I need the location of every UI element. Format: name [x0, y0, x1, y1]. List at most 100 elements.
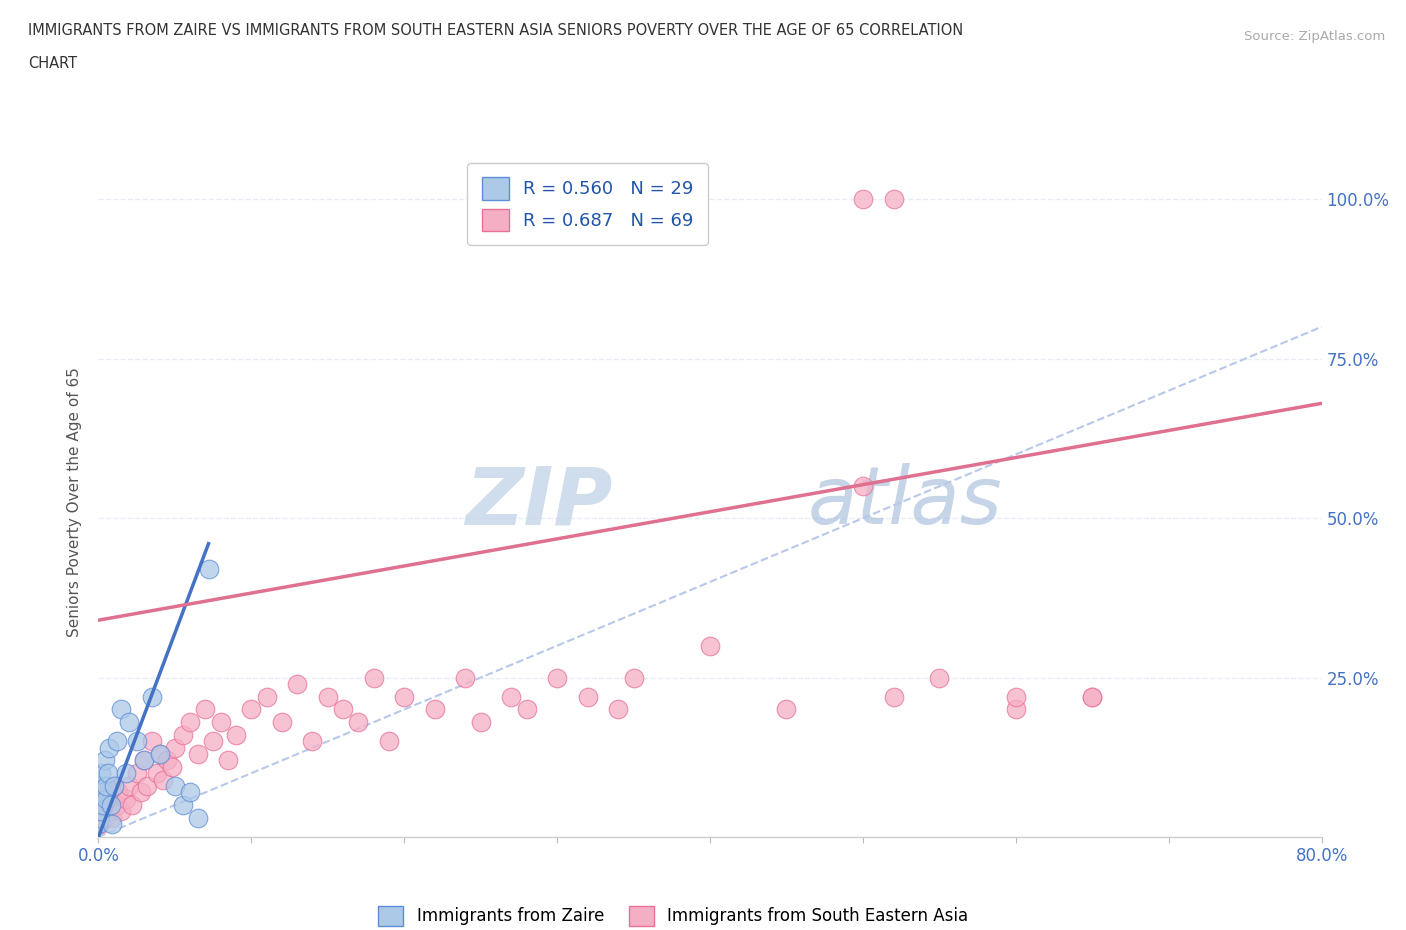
- Point: [202, 734, 225, 749]
- Point: [97, 798, 120, 813]
- Point: [87, 798, 110, 813]
- Point: [141, 689, 163, 704]
- Point: [91, 785, 114, 800]
- Point: [1004, 689, 1026, 704]
- Point: [332, 702, 354, 717]
- Point: [118, 715, 141, 730]
- Point: [110, 804, 132, 819]
- Point: [107, 785, 129, 800]
- Point: [145, 765, 167, 780]
- Point: [285, 676, 308, 691]
- Point: [125, 765, 148, 780]
- Point: [118, 778, 141, 793]
- Point: [699, 638, 721, 653]
- Point: [217, 753, 239, 768]
- Point: [125, 734, 148, 749]
- Point: [187, 747, 209, 762]
- Text: IMMIGRANTS FROM ZAIRE VS IMMIGRANTS FROM SOUTH EASTERN ASIA SENIORS POVERTY OVER: IMMIGRANTS FROM ZAIRE VS IMMIGRANTS FROM…: [28, 23, 963, 38]
- Point: [100, 791, 122, 806]
- Point: [576, 689, 599, 704]
- Point: [87, 778, 110, 793]
- Text: CHART: CHART: [28, 56, 77, 71]
- Point: [149, 747, 172, 762]
- Point: [136, 778, 159, 793]
- Point: [115, 791, 138, 806]
- Point: [883, 689, 905, 704]
- Point: [103, 778, 125, 793]
- Point: [103, 778, 125, 793]
- Point: [91, 791, 114, 806]
- Point: [454, 671, 477, 685]
- Point: [160, 760, 183, 775]
- Point: [129, 785, 152, 800]
- Point: [347, 715, 370, 730]
- Legend: Immigrants from Zaire, Immigrants from South Eastern Asia: Immigrants from Zaire, Immigrants from S…: [371, 899, 976, 930]
- Point: [101, 817, 124, 831]
- Point: [363, 671, 385, 685]
- Point: [1081, 689, 1104, 704]
- Point: [301, 734, 323, 749]
- Point: [94, 791, 117, 806]
- Point: [121, 798, 143, 813]
- Point: [149, 747, 172, 762]
- Point: [1004, 702, 1026, 717]
- Point: [607, 702, 630, 717]
- Text: ZIP: ZIP: [465, 463, 612, 541]
- Point: [90, 765, 112, 780]
- Point: [115, 765, 138, 780]
- Point: [90, 804, 112, 819]
- Point: [852, 479, 875, 494]
- Point: [179, 785, 201, 800]
- Point: [87, 817, 110, 831]
- Point: [1081, 689, 1104, 704]
- Point: [91, 798, 114, 813]
- Point: [94, 778, 117, 793]
- Point: [270, 715, 292, 730]
- Point: [187, 810, 209, 825]
- Point: [852, 192, 875, 206]
- Point: [378, 734, 401, 749]
- Point: [883, 192, 905, 206]
- Point: [105, 734, 128, 749]
- Point: [110, 702, 132, 717]
- Point: [87, 798, 110, 813]
- Point: [97, 765, 120, 780]
- Point: [152, 772, 174, 787]
- Point: [775, 702, 797, 717]
- Point: [94, 785, 117, 800]
- Point: [172, 798, 194, 813]
- Text: atlas: atlas: [808, 463, 1002, 541]
- Point: [194, 702, 217, 717]
- Point: [240, 702, 263, 717]
- Point: [156, 753, 179, 768]
- Point: [392, 689, 416, 704]
- Point: [105, 798, 128, 813]
- Point: [141, 734, 163, 749]
- Point: [928, 671, 950, 685]
- Point: [163, 740, 186, 755]
- Point: [197, 562, 219, 577]
- Point: [516, 702, 538, 717]
- Point: [470, 715, 492, 730]
- Point: [98, 740, 121, 755]
- Point: [172, 727, 194, 742]
- Point: [98, 804, 121, 819]
- Point: [93, 753, 115, 768]
- Point: [501, 689, 523, 704]
- Point: [101, 810, 124, 825]
- Point: [256, 689, 278, 704]
- Point: [93, 810, 115, 825]
- Point: [546, 671, 568, 685]
- Point: [134, 753, 156, 768]
- Point: [623, 671, 645, 685]
- Point: [90, 804, 112, 819]
- Point: [89, 817, 111, 831]
- Text: Source: ZipAtlas.com: Source: ZipAtlas.com: [1244, 30, 1385, 43]
- Point: [87, 810, 110, 825]
- Point: [163, 778, 186, 793]
- Point: [179, 715, 201, 730]
- Point: [89, 810, 111, 825]
- Point: [209, 715, 232, 730]
- Point: [316, 689, 339, 704]
- Point: [225, 727, 247, 742]
